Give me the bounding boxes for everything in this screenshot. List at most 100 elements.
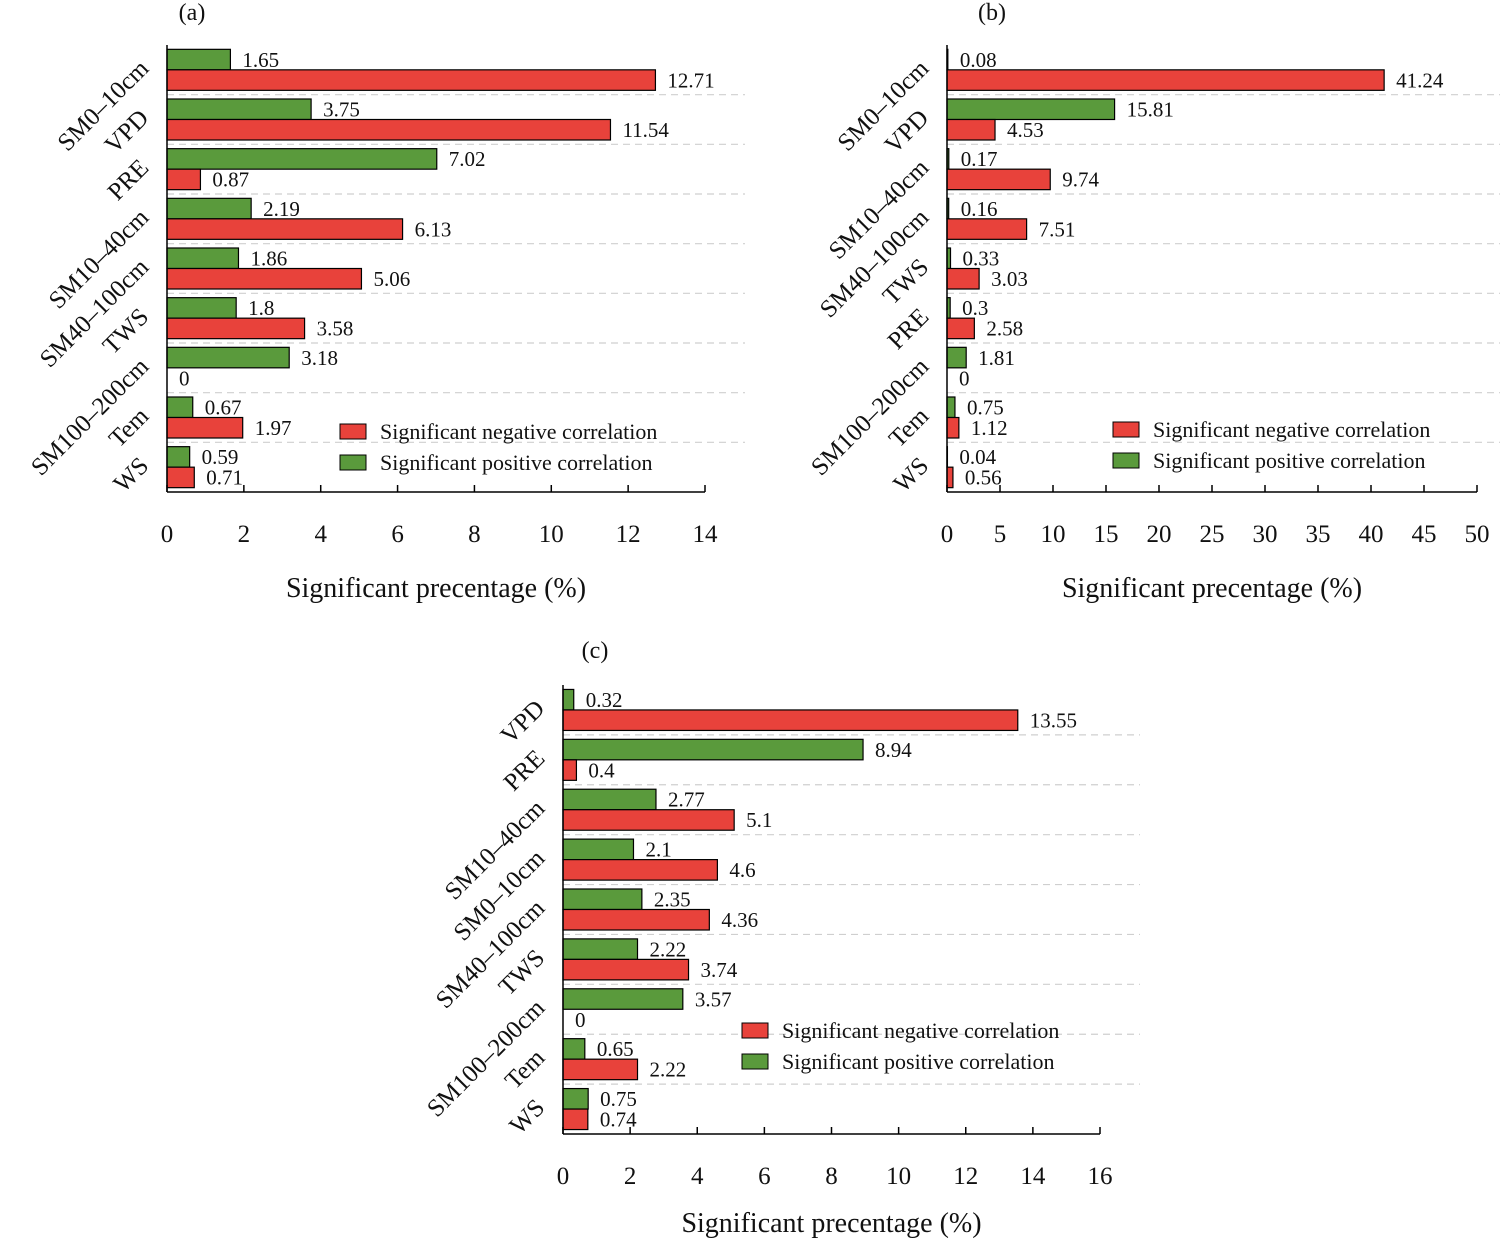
negative-value-label: 3.03	[991, 267, 1028, 291]
negative-value-label: 0	[959, 366, 970, 390]
negative-value-label: 1.12	[971, 416, 1008, 440]
legend-label-negative: Significant negative correlation	[380, 419, 657, 444]
x-tick-label: 15	[1094, 521, 1119, 548]
positive-value-label: 1.86	[250, 247, 287, 271]
negative-value-label: 5.06	[373, 267, 410, 291]
negative-value-label: 0.74	[600, 1108, 637, 1132]
legend-label-positive: Significant positive correlation	[1153, 448, 1426, 473]
category-label: PRE	[103, 154, 155, 206]
negative-bar	[946, 317, 975, 340]
positive-value-label: 2.22	[650, 937, 687, 961]
positive-bar	[946, 98, 1116, 121]
positive-value-label: 0.65	[597, 1037, 634, 1061]
negative-bar	[166, 416, 244, 439]
positive-value-label: 0.75	[967, 396, 1004, 420]
x-axis-title: Significant precentage (%)	[286, 573, 586, 604]
positive-value-label: 0.08	[960, 48, 997, 72]
positive-bar	[562, 938, 639, 960]
positive-bar	[166, 346, 290, 369]
positive-bar	[166, 446, 191, 468]
x-tick-label: 0	[941, 521, 954, 548]
x-tick-label: 4	[691, 1163, 704, 1190]
legend: Significant negative correlation Signific…	[339, 419, 657, 475]
category-label: WS	[505, 1094, 551, 1140]
negative-bar	[166, 118, 612, 141]
positive-value-label: 15.81	[1127, 98, 1174, 122]
negative-bar	[946, 267, 980, 290]
positive-bar	[562, 738, 864, 761]
negative-value-label: 0	[575, 1008, 586, 1032]
negative-bar	[562, 1108, 589, 1131]
legend-swatch-negative	[741, 1022, 769, 1039]
negative-value-label: 12.71	[667, 68, 714, 92]
negative-value-label: 6.13	[415, 217, 452, 241]
positive-value-label: 0.32	[586, 688, 623, 712]
negative-bar	[562, 809, 735, 831]
x-tick-label: 40	[1359, 521, 1384, 548]
positive-value-label: 3.57	[695, 987, 732, 1011]
x-tick-label: 0	[557, 1163, 570, 1190]
negative-value-label: 4.36	[721, 908, 758, 932]
negative-bar	[946, 218, 1028, 240]
positive-value-label: 8.94	[875, 738, 912, 762]
x-tick-label: 5	[994, 521, 1007, 548]
category-label: PRE	[883, 303, 935, 355]
negative-value-label: 9.74	[1062, 168, 1099, 192]
panel-label: (a)	[179, 0, 206, 26]
positive-value-label: 7.02	[449, 147, 486, 171]
negative-bar	[562, 958, 690, 981]
x-tick-label: 10	[1041, 521, 1066, 548]
positive-value-label: 1.65	[242, 48, 279, 72]
legend-label-negative: Significant negative correlation	[1153, 417, 1430, 442]
positive-value-label: 2.19	[263, 197, 300, 221]
category-label: VPD	[496, 695, 550, 749]
negative-bar	[166, 168, 202, 191]
positive-value-label: 0.3	[962, 296, 988, 320]
positive-bar	[166, 396, 194, 419]
legend-swatch-negative	[339, 423, 367, 440]
positive-value-label: 0.67	[205, 396, 242, 420]
x-tick-label: 6	[391, 521, 404, 548]
positive-value-label: 0.59	[202, 445, 239, 469]
x-tick-label: 6	[758, 1163, 771, 1190]
negative-value-label: 3.74	[701, 958, 738, 982]
x-tick-label: 30	[1253, 521, 1278, 548]
negative-value-label: 0.4	[588, 758, 615, 782]
negative-bar	[946, 466, 954, 489]
negative-value-label: 4.53	[1007, 118, 1044, 142]
positive-value-label: 2.77	[668, 788, 705, 812]
panel-label: (c)	[582, 638, 609, 664]
positive-value-label: 0.16	[961, 197, 998, 221]
positive-value-label: 0.75	[600, 1087, 637, 1111]
x-tick-label: 2	[238, 521, 251, 548]
negative-value-label: 7.51	[1039, 217, 1076, 241]
x-tick-label: 8	[825, 1163, 838, 1190]
x-tick-label: 14	[693, 521, 719, 548]
negative-value-label: 5.1	[746, 808, 772, 832]
legend: Significant negative correlation Signific…	[741, 1018, 1059, 1074]
negative-value-label: 13.55	[1030, 708, 1077, 732]
x-tick-label: 25	[1200, 521, 1225, 548]
positive-value-label: 2.1	[645, 838, 671, 862]
legend-swatch-positive	[1112, 452, 1140, 469]
x-tick-label: 16	[1088, 1163, 1113, 1190]
positive-bar	[562, 888, 643, 911]
positive-value-label: 1.8	[248, 296, 274, 320]
negative-bar	[946, 416, 960, 439]
negative-bar	[166, 267, 363, 290]
x-tick-label: 35	[1306, 521, 1331, 548]
negative-bar	[562, 759, 578, 781]
positive-value-label: 0.33	[962, 247, 999, 271]
negative-bar	[562, 709, 1019, 732]
legend-swatch-negative	[1112, 421, 1140, 438]
positive-bar	[562, 988, 684, 1010]
positive-bar	[166, 247, 240, 270]
positive-bar	[562, 1038, 586, 1060]
positive-bar	[166, 98, 312, 121]
positive-value-label: 2.35	[654, 888, 691, 912]
legend: Significant negative correlation Signific…	[1112, 417, 1430, 473]
x-tick-label: 0	[161, 521, 174, 548]
